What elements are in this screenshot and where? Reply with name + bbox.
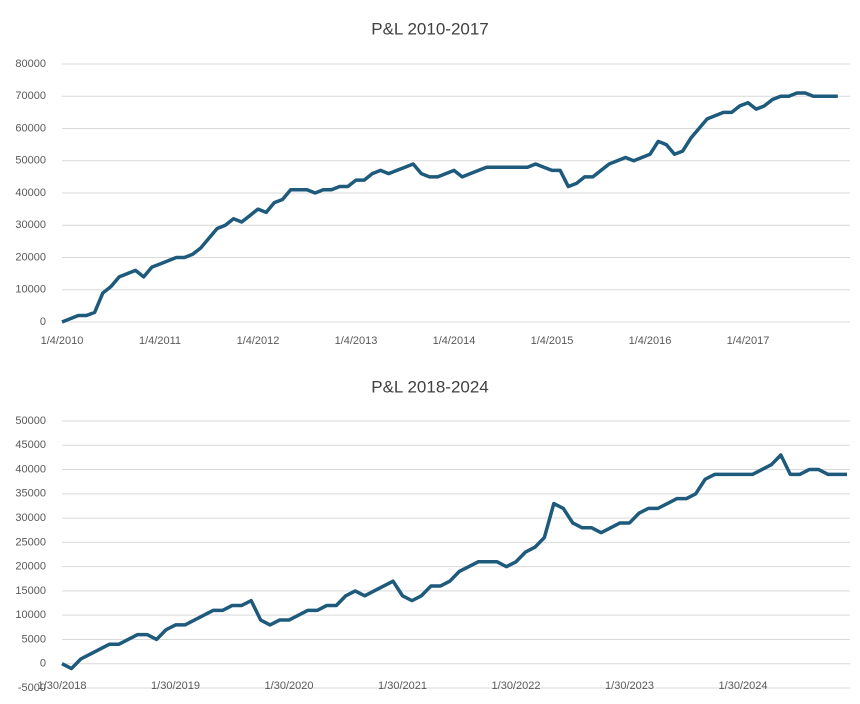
- y-tick-label: 40000: [15, 187, 46, 199]
- y-tick-label: 0: [40, 658, 46, 670]
- y-tick-label: 0: [40, 316, 46, 328]
- x-tick-label: 1/30/2023: [605, 680, 654, 692]
- y-tick-label: 50000: [15, 415, 46, 427]
- pnl-line: [61, 453, 848, 671]
- x-tick-label: 1/30/2021: [378, 680, 427, 692]
- y-tick-label: 20000: [15, 251, 46, 263]
- x-tick-label: 1/4/2014: [433, 335, 476, 347]
- y-tick-label: 5000: [22, 633, 46, 645]
- y-tick-label: 80000: [15, 58, 46, 70]
- x-tick-label: 1/4/2010: [41, 335, 84, 347]
- y-tick-label: 45000: [15, 439, 46, 451]
- x-tick-label: 1/30/2019: [151, 680, 200, 692]
- chart-title: P&L 2010-2017: [371, 19, 489, 38]
- x-tick-label: 1/30/2024: [719, 680, 768, 692]
- y-tick-label: 60000: [15, 122, 46, 134]
- chart-title: P&L 2018-2024: [371, 377, 489, 396]
- pnl-line: [61, 91, 838, 324]
- y-tick-label: 25000: [15, 536, 46, 548]
- y-tick-label: 40000: [15, 463, 46, 475]
- y-tick-label: 35000: [15, 488, 46, 500]
- y-tick-label: 30000: [15, 512, 46, 524]
- y-tick-label: 20000: [15, 561, 46, 573]
- x-tick-label: 1/4/2011: [139, 335, 181, 347]
- y-tick-label: 30000: [15, 219, 46, 231]
- x-tick-label: 1/4/2016: [629, 335, 672, 347]
- x-tick-label: 1/30/2018: [38, 680, 87, 692]
- y-tick-label: 50000: [15, 155, 46, 167]
- x-tick-label: 1/4/2017: [727, 335, 770, 347]
- x-tick-label: 1/30/2020: [265, 680, 314, 692]
- x-tick-label: 1/4/2015: [531, 335, 574, 347]
- y-tick-label: 15000: [15, 585, 46, 597]
- x-tick-label: 1/4/2013: [335, 335, 378, 347]
- y-tick-label: -5000: [18, 682, 46, 694]
- x-tick-label: 1/4/2012: [237, 335, 280, 347]
- y-tick-label: 10000: [15, 609, 46, 621]
- y-tick-label: 70000: [15, 90, 46, 102]
- y-tick-label: 10000: [15, 284, 46, 296]
- x-tick-label: 1/30/2022: [492, 680, 541, 692]
